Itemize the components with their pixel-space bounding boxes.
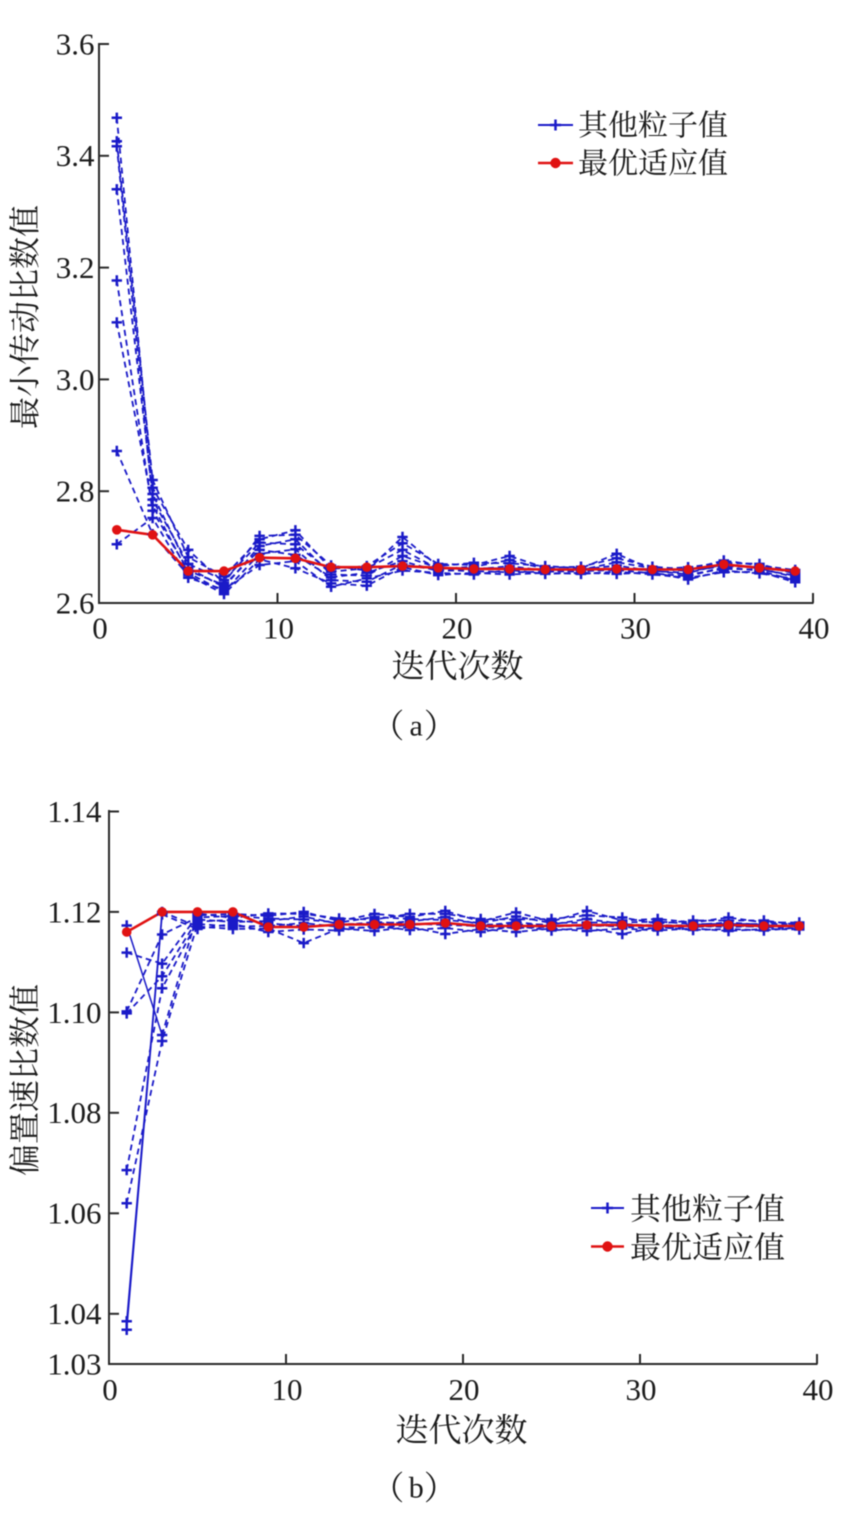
svg-text:20: 20 bbox=[449, 1372, 480, 1407]
svg-text:2.8: 2.8 bbox=[56, 474, 95, 509]
svg-text:a: a bbox=[410, 710, 423, 743]
svg-text:2.6: 2.6 bbox=[56, 585, 95, 620]
svg-text:20: 20 bbox=[442, 611, 473, 646]
svg-text:1.03: 1.03 bbox=[47, 1346, 101, 1381]
svg-text:10: 10 bbox=[263, 611, 294, 646]
svg-text:40: 40 bbox=[799, 611, 830, 646]
svg-text:30: 30 bbox=[620, 611, 651, 646]
svg-text:0: 0 bbox=[92, 611, 108, 646]
svg-text:0: 0 bbox=[102, 1372, 118, 1407]
svg-text:1.10: 1.10 bbox=[47, 995, 101, 1030]
svg-text:1.04: 1.04 bbox=[47, 1296, 102, 1331]
svg-text:1.08: 1.08 bbox=[47, 1095, 101, 1130]
svg-text:3.6: 3.6 bbox=[56, 26, 95, 61]
svg-text:30: 30 bbox=[626, 1372, 657, 1407]
svg-text:1.06: 1.06 bbox=[47, 1196, 101, 1231]
svg-text:3.2: 3.2 bbox=[56, 250, 95, 285]
svg-text:1.12: 1.12 bbox=[47, 894, 101, 929]
svg-text:3.0: 3.0 bbox=[56, 362, 95, 397]
svg-text:b: b bbox=[409, 1472, 424, 1505]
svg-text:40: 40 bbox=[803, 1372, 834, 1407]
svg-text:1.14: 1.14 bbox=[47, 794, 102, 829]
svg-text:3.4: 3.4 bbox=[56, 138, 95, 173]
svg-text:10: 10 bbox=[272, 1372, 303, 1407]
